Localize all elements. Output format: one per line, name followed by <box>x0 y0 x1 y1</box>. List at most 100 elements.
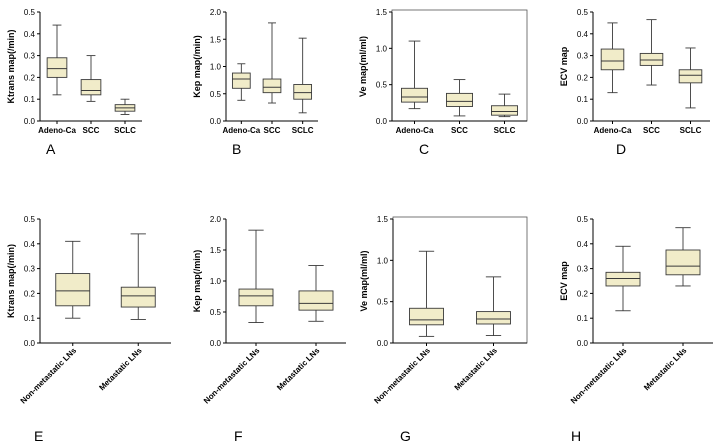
y-tick-label: 0.1 <box>24 314 36 323</box>
y-tick-label: 0.2 <box>577 73 589 82</box>
panel-f: 0.0 0.5 1.0 1.5 2.0 Kep map(/min) Non-metastat… <box>192 215 346 444</box>
box-3 <box>678 47 703 109</box>
panel-g: 0.0 0.5 1.0 1.5 Ve map(ml/ml) Non-metastatic … <box>359 215 528 444</box>
y-axis-title: ECV map <box>559 46 569 86</box>
y-tick-label: 1.5 <box>210 246 222 255</box>
box-2 <box>639 19 664 86</box>
y-tick-label: 1.0 <box>210 277 222 286</box>
category-label: Adeno-Ca <box>222 126 260 135</box>
category-label: SCLC <box>292 126 314 135</box>
interquartile-box <box>491 105 519 116</box>
y-tick-label: 0.0 <box>376 117 388 126</box>
interquartile-box <box>46 57 68 78</box>
category-label: SCC <box>83 126 100 135</box>
box-2 <box>476 276 511 337</box>
y-tick-label: 1.5 <box>210 35 222 44</box>
y-tick-label: 0.5 <box>376 81 388 90</box>
y-tick-label: 0.2 <box>24 289 36 298</box>
box-3 <box>114 98 136 115</box>
interquartile-box <box>262 78 282 94</box>
panel-letter: F <box>234 428 243 444</box>
panel-e: 0.0 0.1 0.2 0.3 0.4 0.5 Ktrans map(/min) Non-me… <box>6 215 171 444</box>
interquartile-box <box>231 72 251 89</box>
y-tick-label: 0.1 <box>24 95 36 104</box>
panel-letter: B <box>232 141 241 157</box>
category-label: SCC <box>451 126 468 135</box>
box-2 <box>446 79 474 117</box>
y-tick-label: 0.0 <box>210 117 222 126</box>
panel-h: 0.0 0.1 0.2 0.3 0.4 0.5 ECV map Non-metastatic … <box>559 215 713 444</box>
y-axis-title: Ve map(ml/ml) <box>359 250 369 311</box>
box-1 <box>409 250 444 337</box>
y-tick-label: 0.0 <box>210 339 222 348</box>
interquartile-box <box>80 79 102 96</box>
y-tick-label: 0.0 <box>24 339 36 348</box>
y-tick-label: 1.0 <box>377 256 389 265</box>
y-tick-label: 0.0 <box>577 339 589 348</box>
y-tick-label: 0.2 <box>24 73 36 82</box>
category-label: Metastatic LNs <box>275 346 322 393</box>
panel-letter: A <box>46 141 56 157</box>
category-label: SCLC <box>680 126 702 135</box>
category-label: Non-metastatic LNs <box>569 346 629 406</box>
y-axis-title: Ve map(ml/ml) <box>358 36 368 97</box>
y-tick-label: 1.0 <box>376 44 388 53</box>
panel-d: 0.0 0.1 0.2 0.3 0.4 0.5 ECV map Adeno-Ca SCC SCLC… <box>559 8 710 157</box>
category-label: SCLC <box>114 126 136 135</box>
interquartile-box <box>293 84 313 100</box>
y-tick-label: 0.4 <box>24 240 36 249</box>
interquartile-box <box>605 271 641 287</box>
y-axis-title: Ktrans map(/min) <box>6 244 16 318</box>
y-tick-label: 0.3 <box>577 52 589 61</box>
y-tick-label: 0.3 <box>24 265 36 274</box>
interquartile-box <box>446 92 474 107</box>
category-label: Metastatic LNs <box>453 346 500 393</box>
category-label: Metastatic LNs <box>97 346 144 393</box>
y-tick-label: 0.1 <box>577 314 589 323</box>
category-label: SCC <box>643 126 660 135</box>
y-tick-label: 0.0 <box>577 117 589 126</box>
category-label: Adeno-Ca <box>38 126 76 135</box>
y-tick-label: 1.0 <box>210 63 222 72</box>
box-2 <box>262 22 282 104</box>
interquartile-box <box>665 249 701 276</box>
y-tick-label: 1.5 <box>377 215 389 224</box>
panel-letter: H <box>571 428 581 444</box>
panel-letter: G <box>400 428 411 444</box>
interquartile-box <box>476 311 511 325</box>
box-1 <box>231 63 251 101</box>
interquartile-box <box>238 288 274 307</box>
y-tick-label: 0.3 <box>577 265 589 274</box>
y-tick-label: 0.5 <box>210 308 222 317</box>
panel-b: 0.0 0.5 1.0 1.5 2.0 Kep map(/min) Adeno-Ca SCC S… <box>192 8 318 157</box>
y-axis-title: Kep map(/min) <box>192 250 202 313</box>
box-2 <box>665 227 701 287</box>
interquartile-box <box>678 69 703 84</box>
box-1 <box>55 240 91 319</box>
interquartile-box <box>409 307 444 326</box>
interquartile-box <box>298 290 334 311</box>
box-1 <box>605 245 641 312</box>
y-tick-label: 2.0 <box>210 215 222 224</box>
box-1 <box>401 40 429 110</box>
y-tick-label: 0.5 <box>577 215 589 224</box>
category-label: Non-metastatic LNs <box>19 346 79 406</box>
box-1 <box>46 24 68 96</box>
y-tick-label: 0.4 <box>577 30 589 39</box>
category-label: SCC <box>264 126 281 135</box>
y-tick-label: 0.4 <box>24 30 36 39</box>
interquartile-box <box>120 286 156 308</box>
category-label: Non-metastatic LNs <box>202 346 262 406</box>
y-tick-label: 0.5 <box>210 90 222 99</box>
y-tick-label: 0.1 <box>577 95 589 104</box>
box-1 <box>600 22 625 94</box>
interquartile-box <box>600 48 625 71</box>
category-label: Adeno-Ca <box>396 126 434 135</box>
y-axis-title: Ktrans map(/min) <box>6 29 16 103</box>
y-tick-label: 0.5 <box>377 298 389 307</box>
box-3 <box>293 37 313 114</box>
interquartile-box <box>401 87 429 103</box>
y-tick-label: 0.4 <box>577 240 589 249</box>
y-tick-label: 1.5 <box>376 8 388 17</box>
